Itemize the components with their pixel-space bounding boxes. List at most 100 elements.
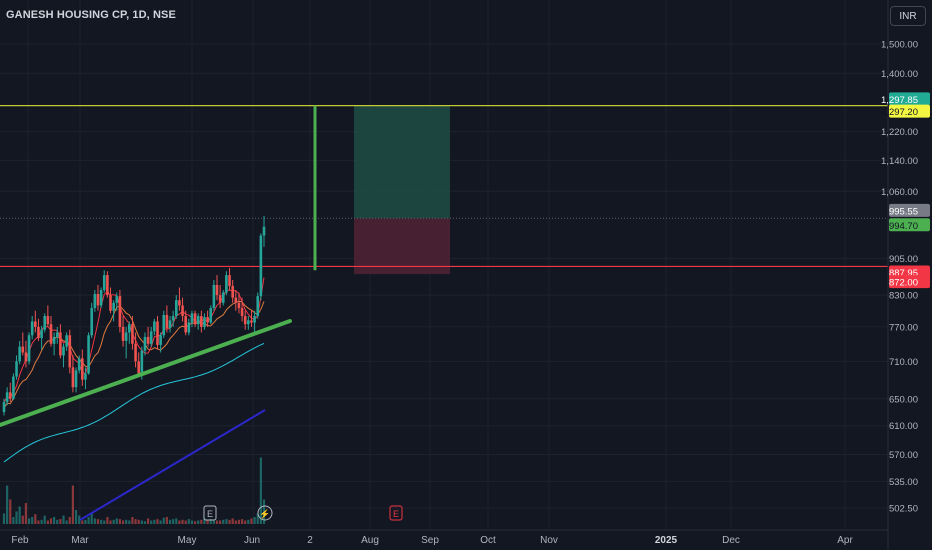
candle-body	[115, 296, 119, 303]
loss-zone[interactable]	[354, 218, 450, 275]
volume-bar	[62, 515, 65, 524]
earnings-marker[interactable]	[203, 505, 217, 521]
candle-body	[62, 346, 65, 356]
candle-body	[174, 300, 178, 317]
flash-icon: ⚡	[259, 508, 270, 520]
volume-bar	[18, 506, 21, 524]
candle-body	[40, 329, 43, 339]
volume-bar	[21, 515, 24, 524]
candle-body	[87, 335, 90, 374]
volume-bar	[153, 519, 156, 524]
time-tick-label: Apr	[837, 535, 853, 546]
volume-bar	[40, 519, 43, 524]
volume-bar	[212, 519, 215, 524]
volume-bar	[206, 520, 209, 524]
volume-bar	[43, 515, 46, 524]
candle-body	[215, 284, 219, 296]
candle-body	[237, 302, 241, 309]
candle-body	[74, 370, 78, 388]
volume-bar	[240, 519, 244, 524]
candle-body	[128, 324, 131, 333]
volume-bar	[59, 519, 62, 524]
price-label-tag	[889, 203, 930, 217]
candle-body	[250, 320, 253, 323]
candle-body	[218, 295, 222, 303]
volume-bar	[87, 517, 90, 524]
candle-body	[131, 324, 134, 344]
volume-bar	[24, 503, 28, 524]
volume-bar	[125, 519, 128, 524]
price-tick-label: 770.00	[889, 322, 918, 333]
candle-body	[259, 235, 263, 297]
candle-body	[71, 367, 75, 388]
candle-body	[253, 316, 256, 323]
profit-zone[interactable]	[354, 105, 450, 219]
candle-body	[65, 335, 68, 347]
volume-bar	[225, 519, 228, 524]
moving-average-20	[3, 300, 265, 409]
price-tick-label: 610.00	[889, 421, 918, 432]
earnings-marker[interactable]	[389, 505, 403, 521]
candle-body	[137, 361, 140, 374]
volume-bar	[156, 519, 159, 524]
time-tick-label: May	[178, 535, 197, 546]
candle-body	[184, 316, 187, 333]
volume-bar	[74, 510, 78, 524]
currency-button[interactable]: INR	[890, 6, 926, 26]
candle-body	[124, 332, 128, 341]
candle-body	[46, 316, 50, 325]
volume-bar	[68, 517, 71, 524]
volume-bar	[34, 514, 37, 524]
candle-body	[193, 313, 197, 325]
volume-bar	[256, 513, 259, 524]
candle-body	[8, 392, 12, 399]
volume-bar	[175, 518, 178, 524]
candle-body	[200, 316, 203, 327]
candle-body	[2, 402, 6, 413]
volume-bar	[231, 518, 234, 524]
volume-bar	[115, 518, 118, 524]
volume-bar	[27, 518, 31, 524]
time-tick-label: Mar	[71, 535, 89, 546]
candle-body	[93, 294, 97, 309]
volume-bar	[168, 519, 172, 524]
volume-bar	[200, 519, 203, 524]
volume-bar	[78, 515, 81, 524]
candle-body	[90, 308, 94, 336]
dividend-marker[interactable]	[257, 505, 273, 521]
candle-body	[262, 226, 266, 236]
volume-bar	[143, 521, 147, 524]
time-tick-label: Feb	[11, 535, 29, 546]
candle-body	[106, 275, 109, 296]
time-tick-label: 2025	[655, 535, 678, 546]
volume-bar	[96, 519, 100, 524]
price-tick-label: 1,060.00	[881, 187, 918, 198]
volume-bar	[6, 485, 9, 524]
candle-body	[196, 316, 200, 325]
price-label-tag	[889, 275, 930, 289]
ascending-trendline[interactable]	[0, 319, 292, 427]
price-tick-label: 710.00	[889, 357, 918, 368]
volume-bar	[244, 520, 247, 524]
volume-bar	[247, 519, 250, 524]
candle-body	[96, 294, 100, 306]
volume-bar	[259, 457, 262, 524]
volume-bar	[2, 513, 6, 524]
volume-bar	[128, 520, 131, 524]
candle-body	[5, 392, 9, 403]
volume-bar	[9, 499, 12, 524]
symbol-title: GANESH HOUSING CP, 1D, NSE	[6, 9, 176, 21]
price-tick-label: 1,500.00	[881, 40, 918, 51]
candle-body	[240, 308, 244, 317]
candle-body	[52, 336, 56, 344]
candle-body	[81, 358, 84, 380]
volume-bar	[118, 519, 122, 524]
volume-bar	[46, 520, 49, 524]
candle-body	[162, 314, 166, 336]
candle-body	[99, 290, 103, 306]
price-label-text: 872.00	[889, 278, 918, 289]
price-tick-label: 1,220.00	[881, 127, 918, 138]
candle-body	[231, 285, 234, 298]
candle-body	[112, 302, 115, 311]
